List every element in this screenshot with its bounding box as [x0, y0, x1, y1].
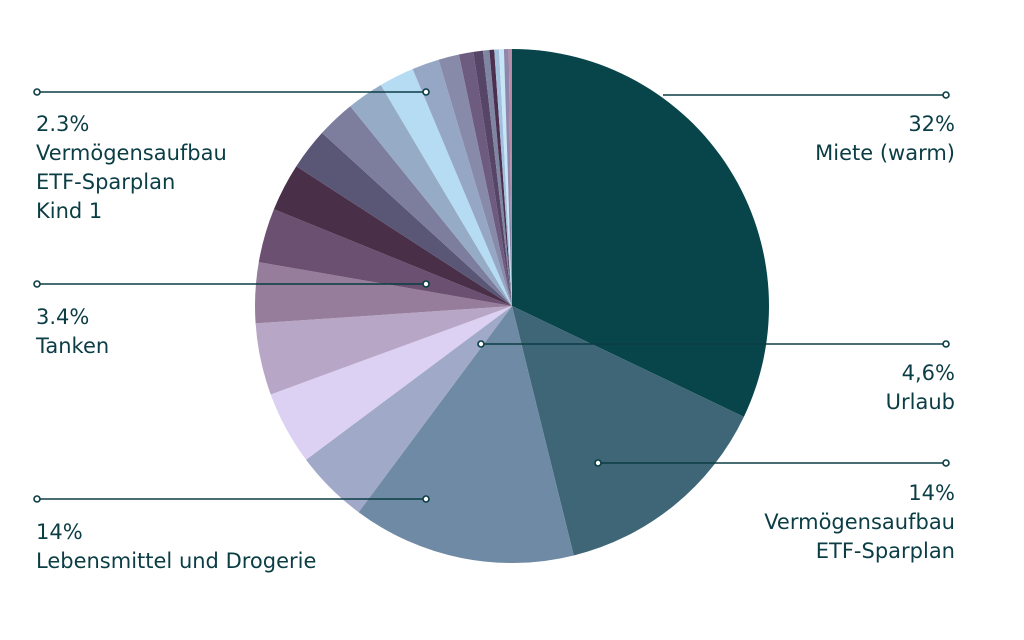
callout: 32% Miete (warm) — [663, 91, 955, 165]
pie-slice — [503, 49, 512, 307]
callout-percent: 14% — [36, 520, 83, 544]
callout-label: Miete (warm) — [815, 141, 955, 165]
callout: 2.3% Vermögensaufbau ETF-Sparplan Kind 1 — [33, 88, 430, 223]
callout-dot — [33, 88, 41, 96]
pie-slice — [512, 49, 769, 417]
callout-dot — [942, 340, 950, 348]
pie-slice — [255, 262, 512, 324]
pie-slice — [350, 85, 512, 306]
callout-percent: 3.4% — [36, 305, 89, 329]
callout-dot — [33, 280, 41, 288]
callout-dot — [422, 495, 430, 503]
callout: 14% Vermögensaufbau ETF-Sparplan — [594, 459, 955, 563]
callout-label: Vermögensaufbau — [36, 141, 227, 165]
pie-slice — [306, 306, 512, 513]
callout-dot — [942, 459, 950, 467]
callout-dot — [422, 88, 430, 96]
pie-slice — [482, 50, 512, 306]
pie-slice — [494, 49, 512, 306]
callout-dot — [477, 340, 485, 348]
callout-percent: 32% — [908, 112, 955, 136]
callout-percent: 4,6% — [902, 361, 955, 385]
pie-slice — [473, 50, 512, 307]
callout-label: Tanken — [35, 334, 109, 358]
pie-slice — [489, 49, 512, 307]
callout-label: ETF-Sparplan — [816, 539, 955, 563]
callout-dot — [942, 91, 950, 99]
callout-label: Kind 1 — [36, 199, 102, 223]
pie-slice — [412, 59, 512, 306]
callouts: 32% Miete (warm) 4,6% Urlaub 14% Vermögensauf… — [33, 88, 955, 573]
callout-percent: 14% — [908, 481, 955, 505]
pie-slice — [258, 209, 512, 306]
callout-dot — [33, 495, 41, 503]
pie-slice — [438, 54, 512, 306]
pie-slice — [273, 166, 512, 306]
callout-percent: 2.3% — [36, 112, 89, 136]
pie-slice — [380, 68, 512, 307]
pie-slice — [255, 306, 512, 395]
callout-dot — [422, 280, 430, 288]
callout-label: Lebensmittel und Drogerie — [36, 549, 316, 573]
pie-slices — [255, 48, 769, 563]
pie-slice — [322, 106, 512, 306]
pie-slice — [512, 306, 744, 556]
callout: 14% Lebensmittel und Drogerie — [33, 495, 430, 573]
callout: 3.4% Tanken — [33, 280, 430, 358]
callout: 4,6% Urlaub — [477, 340, 955, 414]
pie-slice — [508, 48, 512, 306]
callout-label: ETF-Sparplan — [36, 170, 175, 194]
callout-dot — [594, 459, 602, 467]
pie-slice — [458, 51, 512, 307]
callout-label: Vermögensaufbau — [764, 510, 955, 534]
callout-label: Urlaub — [886, 390, 955, 414]
pie-slice — [296, 132, 512, 306]
pie-slice — [499, 49, 512, 306]
pie-slice — [270, 306, 512, 460]
